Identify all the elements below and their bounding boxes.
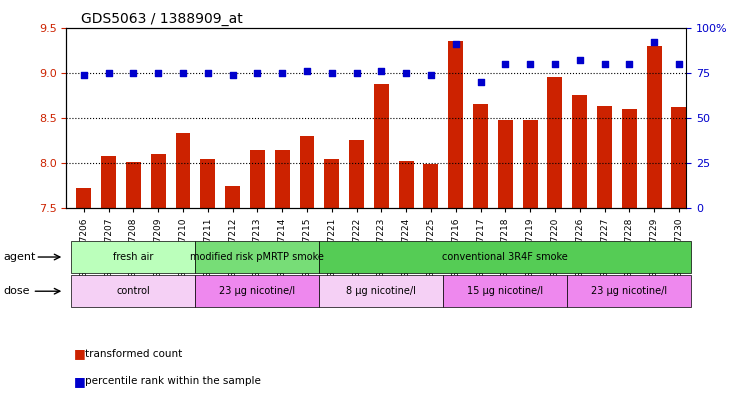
Text: GDS5063 / 1388909_at: GDS5063 / 1388909_at [81, 12, 243, 26]
Point [549, 61, 561, 67]
Text: 15 μg nicotine/l: 15 μg nicotine/l [467, 286, 543, 296]
Bar [374, 84, 389, 208]
Point [78, 72, 90, 78]
Point [227, 72, 238, 78]
Point [524, 61, 536, 67]
Bar [300, 136, 314, 208]
Text: agent: agent [4, 252, 36, 262]
Text: modified risk pMRTP smoke: modified risk pMRTP smoke [190, 252, 324, 262]
Point [103, 70, 114, 76]
Bar [523, 120, 537, 208]
Text: ■: ■ [74, 375, 86, 388]
Point [400, 70, 412, 76]
Point [276, 70, 288, 76]
Bar [622, 109, 637, 208]
Bar [200, 158, 215, 208]
Bar [349, 141, 364, 208]
Bar [151, 154, 165, 208]
Point [425, 72, 437, 78]
Point [177, 70, 189, 76]
Bar [250, 149, 265, 208]
Bar [101, 156, 116, 208]
Point [450, 40, 462, 47]
Text: dose: dose [4, 286, 30, 296]
Point [128, 70, 139, 76]
Bar [225, 186, 240, 208]
Bar [473, 104, 488, 208]
Bar [672, 107, 686, 208]
Bar [448, 41, 463, 208]
Text: 23 μg nicotine/l: 23 μg nicotine/l [591, 286, 667, 296]
Point [351, 70, 362, 76]
Bar [324, 158, 339, 208]
Point [202, 70, 214, 76]
Bar [399, 161, 413, 208]
Point [376, 68, 387, 74]
Bar [176, 133, 190, 208]
Bar [572, 95, 587, 208]
Text: 8 μg nicotine/l: 8 μg nicotine/l [346, 286, 416, 296]
Bar [646, 46, 661, 208]
Point [624, 61, 635, 67]
Text: ■: ■ [74, 347, 86, 360]
Bar [498, 120, 513, 208]
Bar [126, 162, 141, 208]
Bar [275, 149, 289, 208]
Point [599, 61, 610, 67]
Text: transformed count: transformed count [85, 349, 182, 359]
Point [673, 61, 685, 67]
Bar [424, 164, 438, 208]
Text: percentile rank within the sample: percentile rank within the sample [85, 376, 261, 386]
Bar [597, 106, 612, 208]
Point [252, 70, 263, 76]
Text: 23 μg nicotine/l: 23 μg nicotine/l [219, 286, 295, 296]
Bar [548, 77, 562, 208]
Point [301, 68, 313, 74]
Text: control: control [117, 286, 151, 296]
Point [475, 79, 486, 85]
Point [648, 39, 660, 45]
Point [152, 70, 164, 76]
Point [326, 70, 338, 76]
Text: fresh air: fresh air [113, 252, 154, 262]
Bar [76, 188, 92, 208]
Point [500, 61, 511, 67]
Point [574, 57, 586, 63]
Text: conventional 3R4F smoke: conventional 3R4F smoke [443, 252, 568, 262]
